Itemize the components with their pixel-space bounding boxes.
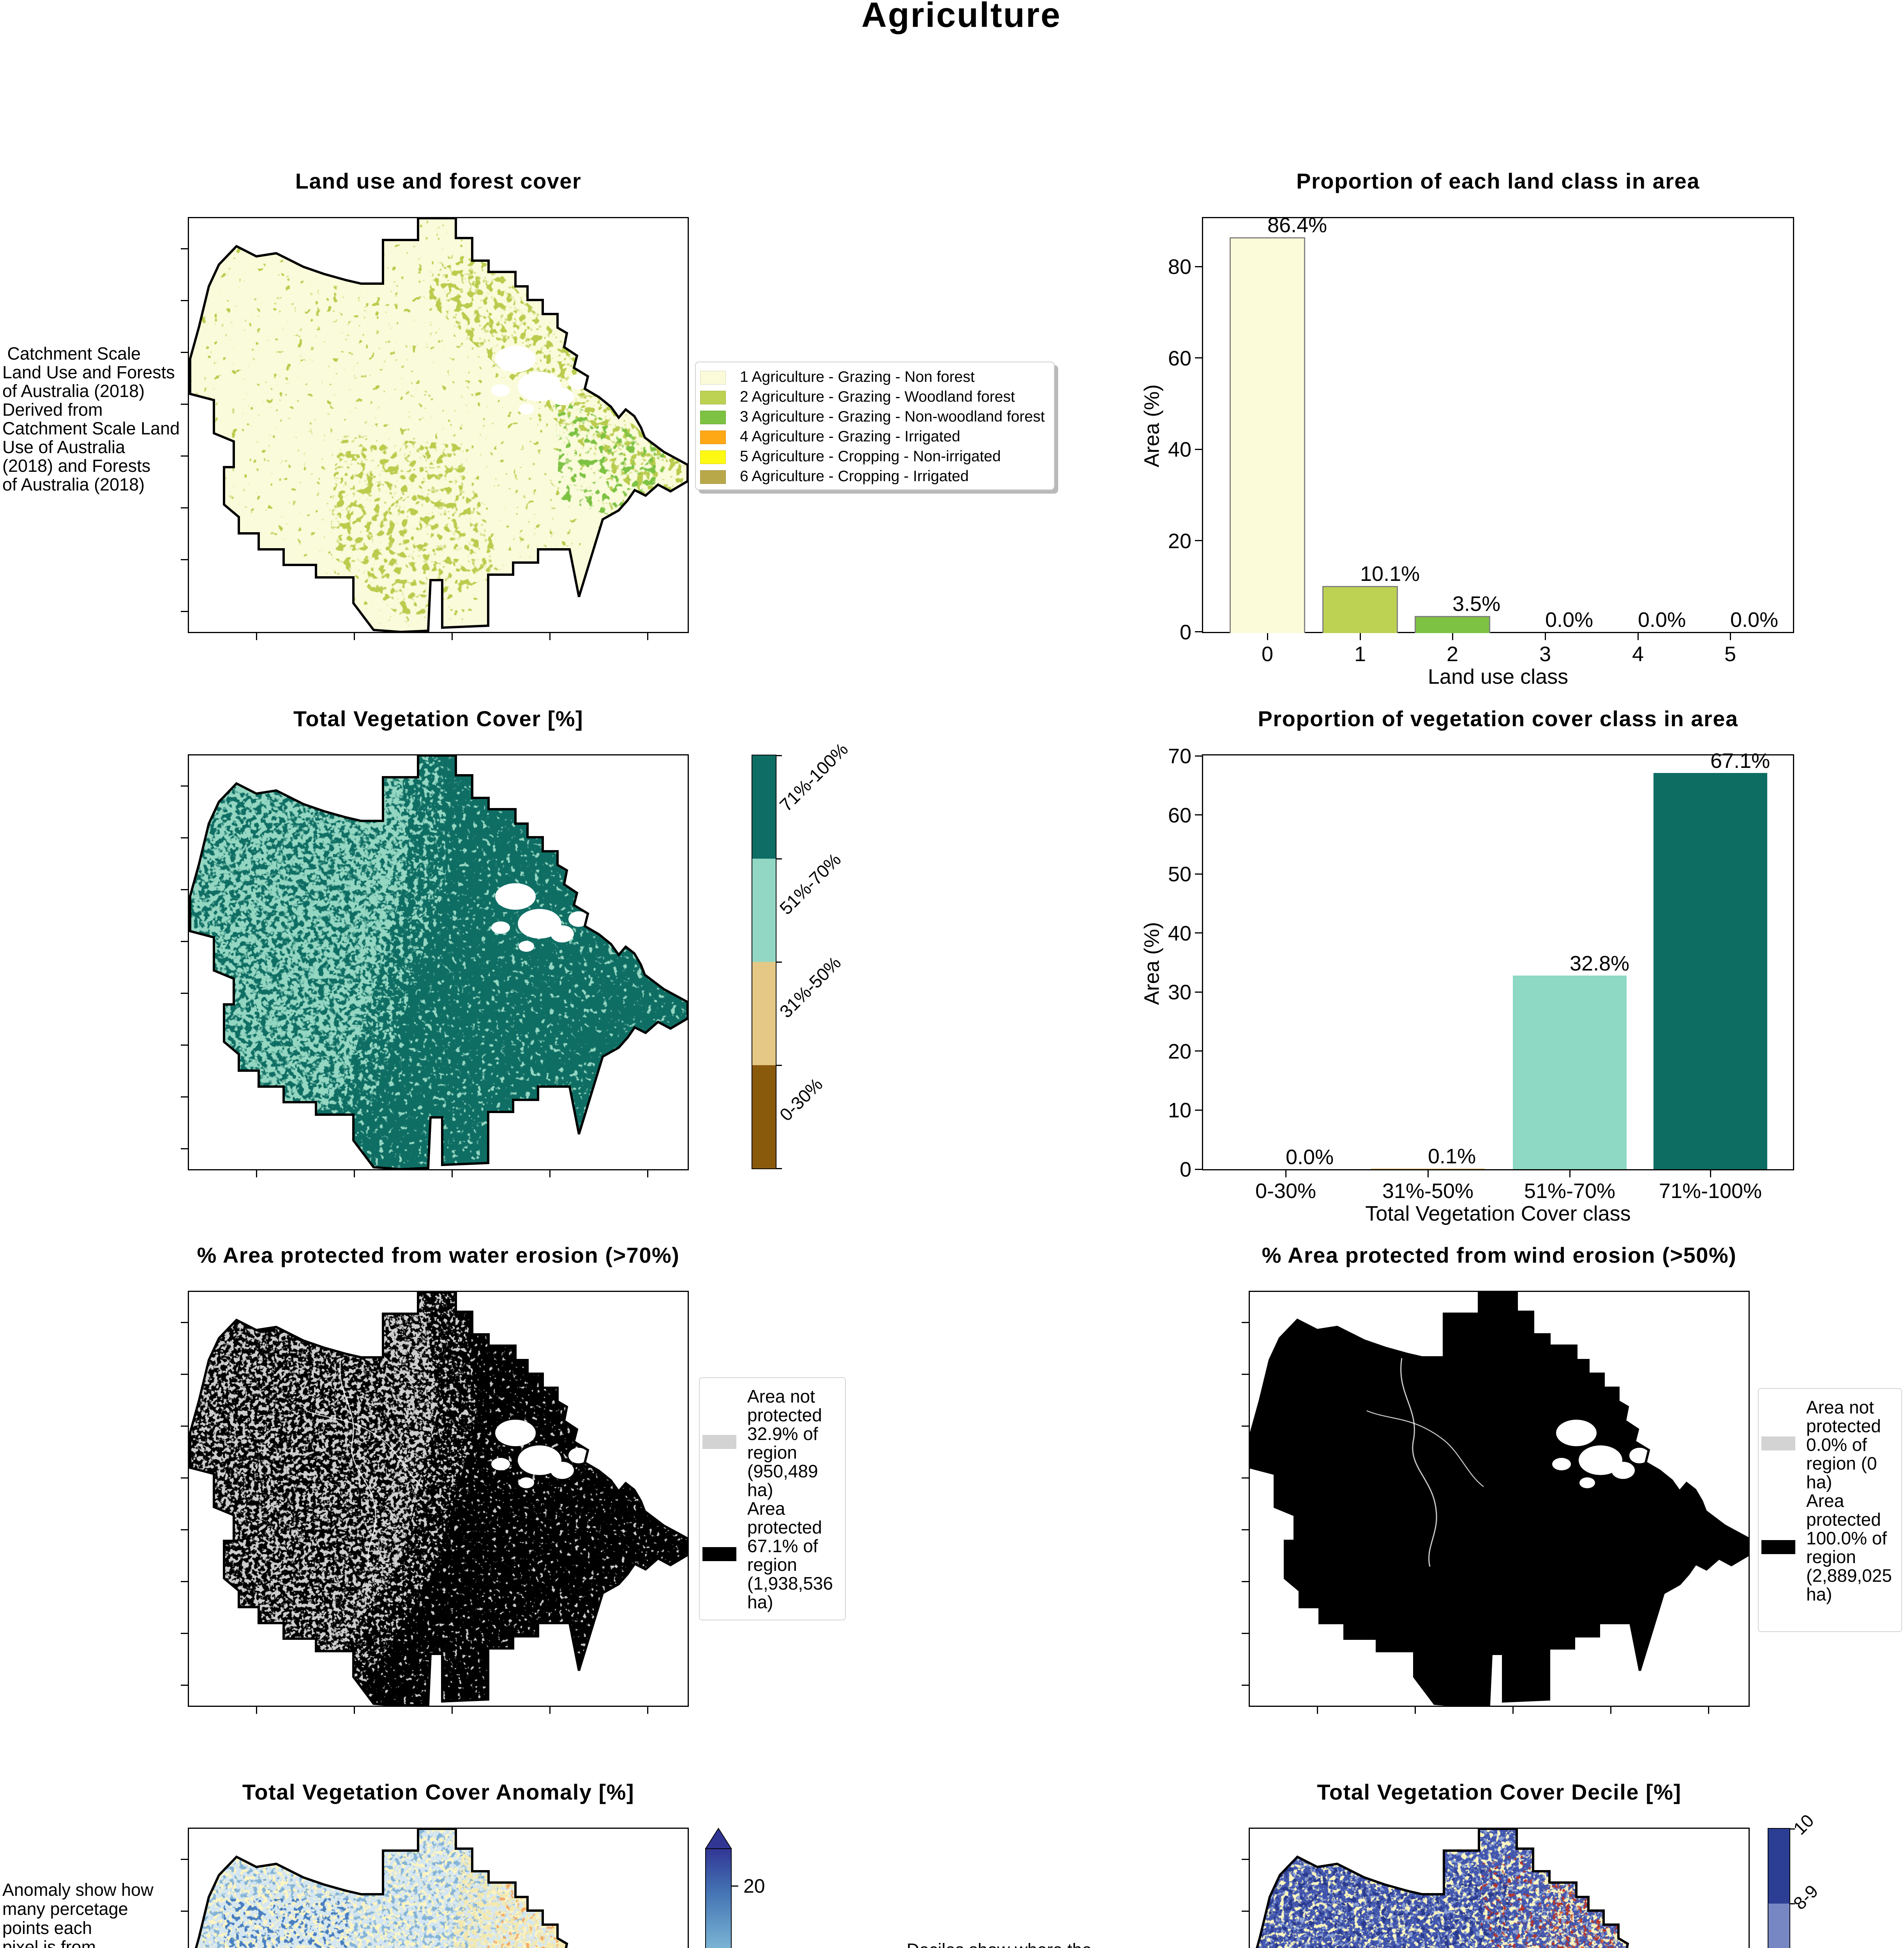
svg-text:20: 20 xyxy=(743,1875,765,1897)
